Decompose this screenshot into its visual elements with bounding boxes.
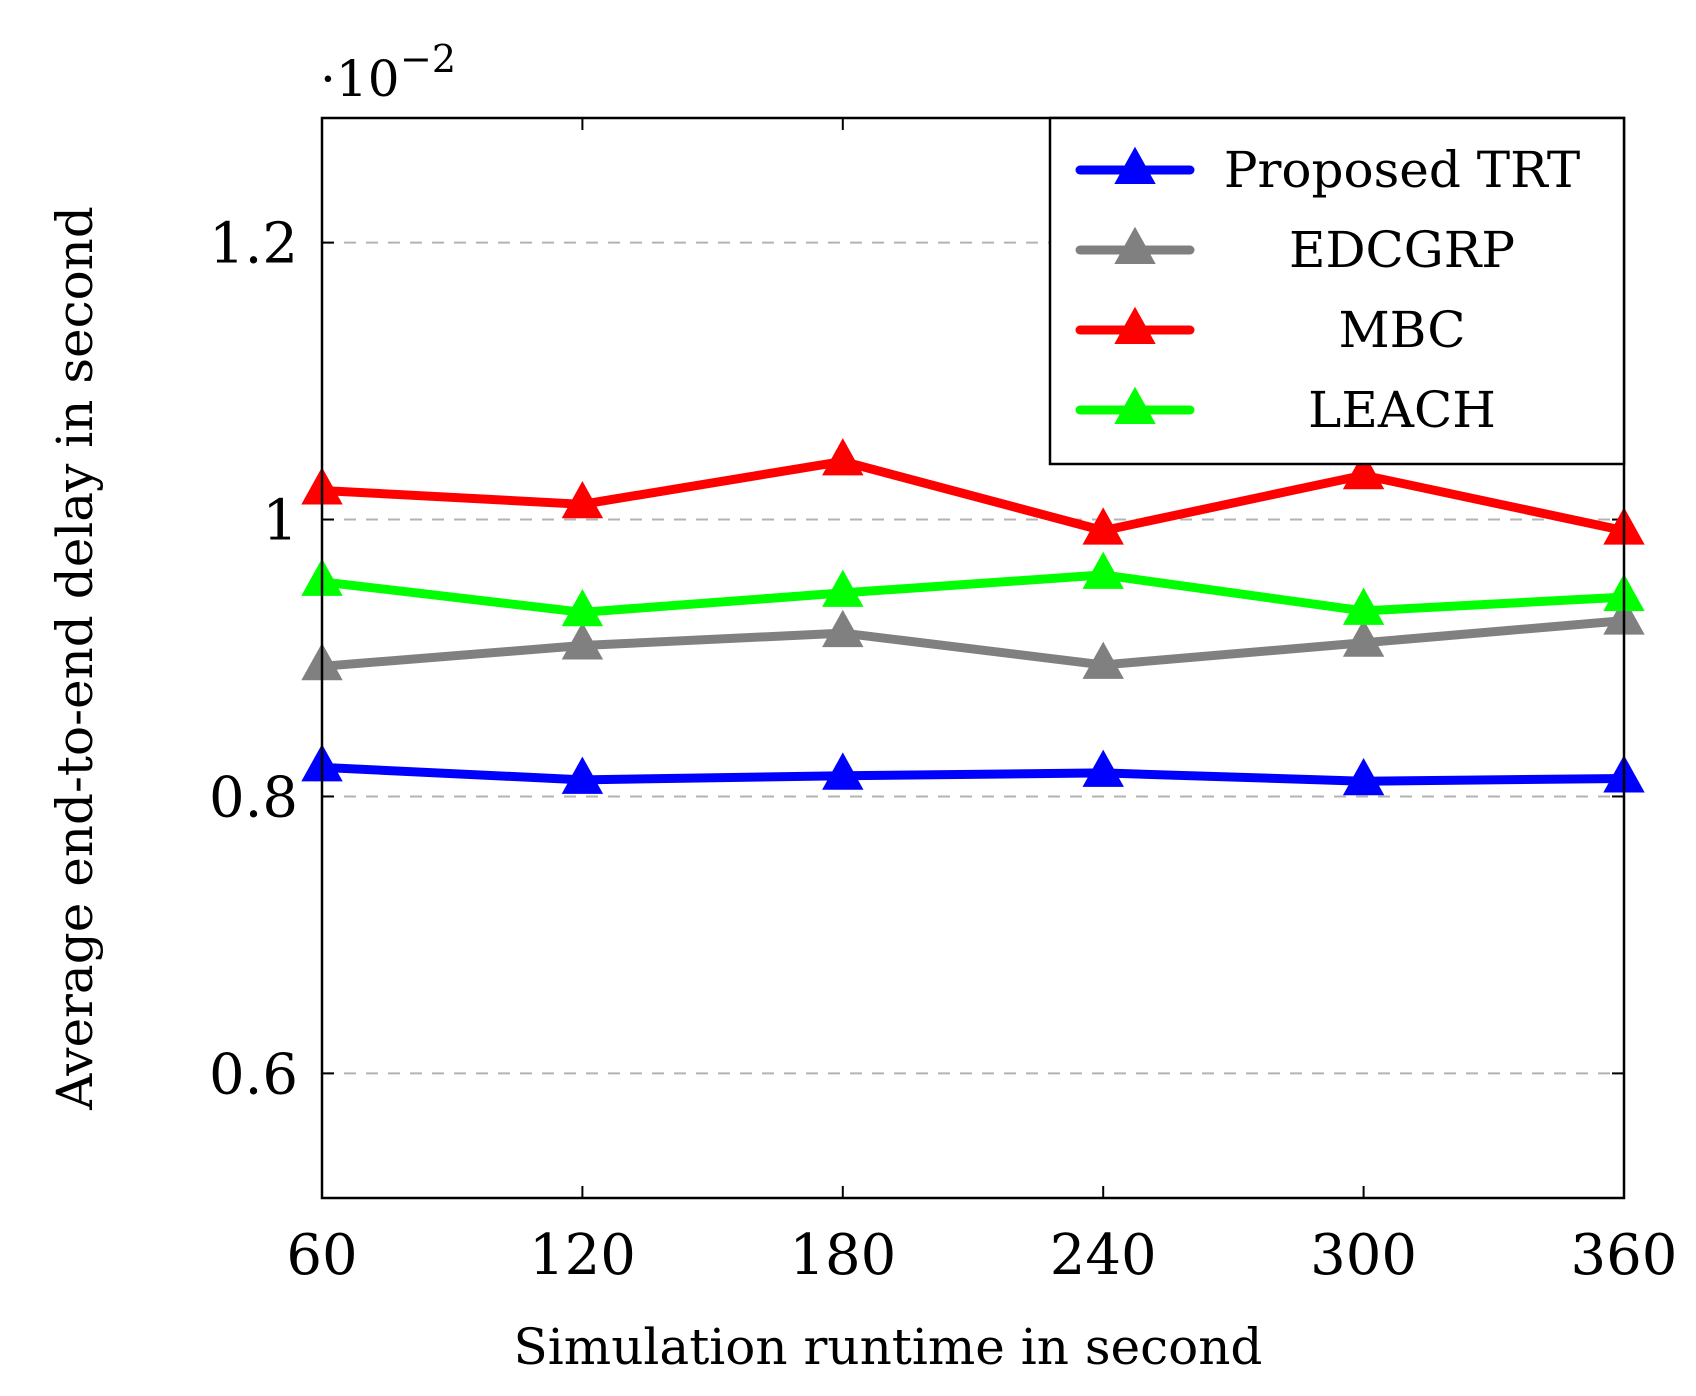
legend-label: Proposed TRT (1224, 141, 1580, 199)
y-axis-label: Average end-to-end delay in second (46, 206, 104, 1111)
series-group (301, 438, 1645, 796)
y-tick-label: 0.6 (209, 1042, 298, 1107)
data-point-marker (1082, 749, 1124, 787)
x-tick-label: 180 (789, 1223, 896, 1288)
data-point-marker (1082, 507, 1124, 545)
x-tick-label: 60 (286, 1223, 357, 1288)
y-scale-prefix: ·10 (320, 50, 400, 108)
data-point-marker (561, 589, 604, 627)
x-tick-label: 300 (1310, 1223, 1417, 1288)
data-point-marker (1342, 757, 1385, 796)
data-point-marker (822, 609, 864, 648)
legend-swatch-marker (1114, 306, 1156, 344)
series-proposed-trt (301, 744, 1645, 796)
series-line (317, 570, 1629, 617)
y-tick-label: 1.2 (209, 212, 298, 277)
plot-frame (320, 116, 1626, 1200)
data-point-marker (561, 756, 604, 794)
legend-label: EDCGRP (1289, 221, 1515, 279)
series-line (317, 762, 1629, 786)
data-point-marker (822, 569, 864, 607)
series-line (317, 456, 1629, 536)
legend-item: Proposed TRT (1075, 141, 1580, 199)
data-point-marker (1342, 587, 1385, 625)
legend: Proposed TRT EDCGRP MBC LEACH (1048, 116, 1626, 466)
data-point-marker (822, 752, 864, 790)
data-point-marker (1082, 641, 1124, 679)
legend-swatch-marker (1114, 226, 1156, 264)
x-tick-labels: 60 120 180 240 300 360 (286, 1223, 1677, 1288)
data-point-marker (822, 438, 864, 476)
data-point-marker (1082, 551, 1124, 589)
y-tick-label: 1 (262, 489, 298, 554)
series-leach (301, 551, 1645, 627)
legend-swatch-marker (1114, 386, 1156, 424)
legend-label: MBC (1338, 301, 1465, 359)
legend-swatch-marker (1114, 146, 1156, 184)
x-tick-label: 240 (1050, 1223, 1157, 1288)
y-scale-factor: ·10 −2 (320, 37, 456, 108)
data-point-marker (1342, 451, 1385, 490)
legend-item: MBC (1075, 301, 1466, 359)
legend-item: EDCGRP (1075, 221, 1515, 279)
data-point-marker (561, 622, 604, 660)
x-tick-label: 360 (1571, 1223, 1678, 1288)
series-line (317, 616, 1629, 671)
series-edcgrp (301, 597, 1645, 681)
legend-item: LEACH (1075, 381, 1496, 439)
y-scale-exponent: −2 (400, 37, 456, 81)
data-point-marker (1342, 619, 1385, 657)
legend-label: LEACH (1308, 381, 1496, 439)
data-point-marker (561, 481, 604, 519)
y-tick-labels: 0.6 0.8 1 1.2 (209, 212, 298, 1108)
x-tick-label: 120 (529, 1223, 636, 1288)
x-axis-label: Simulation runtime in second (514, 1318, 1263, 1376)
y-tick-label: 0.8 (209, 765, 298, 830)
